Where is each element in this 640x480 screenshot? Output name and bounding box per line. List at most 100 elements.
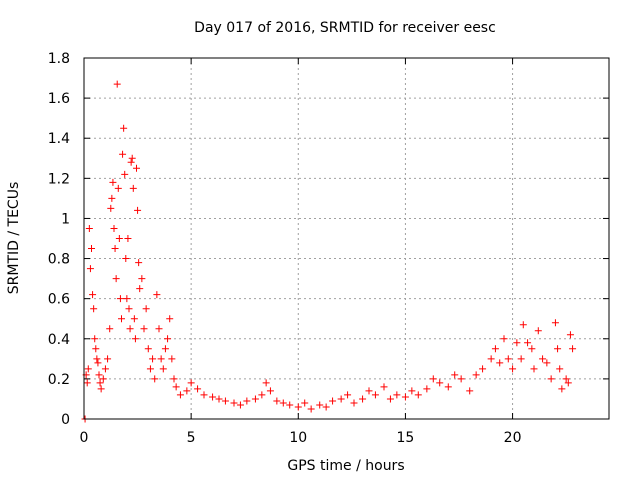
data-point — [176, 391, 184, 399]
data-point — [111, 245, 119, 253]
data-point — [504, 355, 512, 363]
data-point — [135, 259, 143, 267]
data-point — [89, 291, 97, 299]
data-point — [380, 383, 388, 391]
data-point — [95, 371, 103, 379]
data-point — [90, 305, 98, 313]
data-point — [393, 391, 401, 399]
data-point — [344, 391, 352, 399]
data-point — [129, 184, 137, 192]
data-point — [423, 385, 431, 393]
data-point — [262, 379, 270, 387]
data-point — [128, 154, 136, 162]
data-point — [93, 355, 101, 363]
plot-frame — [83, 57, 610, 420]
data-point — [86, 265, 94, 273]
data-point — [127, 158, 135, 166]
data-point — [155, 325, 163, 333]
y-tick-label: 0 — [61, 412, 70, 428]
data-point — [97, 385, 105, 393]
data-point — [109, 178, 117, 186]
data-point — [558, 385, 566, 393]
y-tick-label: 0.8 — [48, 252, 70, 268]
data-point — [551, 319, 559, 327]
data-point — [114, 184, 122, 192]
data-point — [106, 325, 114, 333]
data-point — [115, 235, 123, 242]
data-point — [337, 395, 345, 403]
x-tick-label: 15 — [397, 430, 415, 446]
data-points — [81, 80, 577, 423]
data-point — [408, 387, 416, 395]
data-point — [500, 335, 508, 343]
data-point — [243, 397, 251, 405]
data-point — [528, 345, 536, 353]
data-point — [444, 383, 452, 391]
data-point — [547, 375, 555, 383]
data-point — [534, 327, 542, 335]
data-point — [451, 371, 459, 379]
data-point — [116, 295, 124, 303]
data-point — [112, 275, 120, 283]
data-point — [107, 204, 115, 212]
data-point — [161, 345, 169, 353]
grid-lines — [84, 58, 609, 419]
data-point — [108, 194, 116, 202]
y-tick-label: 0.2 — [48, 372, 70, 388]
data-point — [491, 345, 499, 353]
data-point — [88, 245, 95, 253]
data-point — [554, 345, 562, 353]
y-tick-label: 1.2 — [48, 171, 70, 187]
data-point — [273, 397, 281, 405]
data-point — [200, 391, 208, 399]
data-point — [429, 375, 437, 383]
data-point — [136, 285, 144, 293]
data-point — [172, 383, 180, 391]
data-point — [414, 391, 422, 399]
data-point — [140, 325, 148, 333]
data-point — [104, 355, 112, 363]
data-point — [517, 355, 525, 363]
data-point — [91, 335, 99, 343]
data-point — [556, 365, 564, 373]
x-tick-label: 5 — [187, 430, 196, 446]
data-point — [566, 331, 574, 339]
data-point — [92, 345, 100, 353]
data-point — [539, 355, 547, 363]
data-point — [230, 399, 238, 407]
data-point — [457, 375, 465, 383]
data-point — [472, 371, 480, 379]
data-point — [286, 401, 294, 409]
data-point — [221, 397, 229, 405]
data-point — [96, 379, 104, 387]
data-point — [153, 291, 161, 299]
data-point — [113, 80, 121, 88]
chart-title: Day 017 of 2016, SRMTID for receiver ees… — [194, 20, 496, 36]
data-point — [266, 387, 274, 395]
data-point — [84, 365, 92, 373]
data-point — [562, 375, 570, 383]
data-point — [151, 375, 159, 383]
data-point — [194, 385, 202, 393]
data-point — [125, 305, 133, 313]
data-point — [530, 365, 538, 373]
data-point — [134, 206, 142, 214]
data-point — [519, 321, 527, 329]
data-point — [130, 315, 138, 323]
data-point — [133, 164, 140, 172]
data-point — [215, 395, 223, 403]
data-point — [543, 359, 551, 367]
data-point — [307, 405, 315, 413]
data-point — [159, 365, 167, 373]
data-point — [131, 335, 139, 343]
data-point — [183, 387, 191, 395]
data-point — [401, 393, 409, 401]
data-point — [85, 224, 93, 232]
data-point — [251, 395, 259, 403]
x-axis-label: GPS time / hours — [287, 458, 404, 474]
data-point — [122, 255, 130, 263]
data-point — [316, 401, 324, 409]
x-tick-label: 10 — [289, 430, 307, 446]
data-point — [329, 397, 337, 405]
